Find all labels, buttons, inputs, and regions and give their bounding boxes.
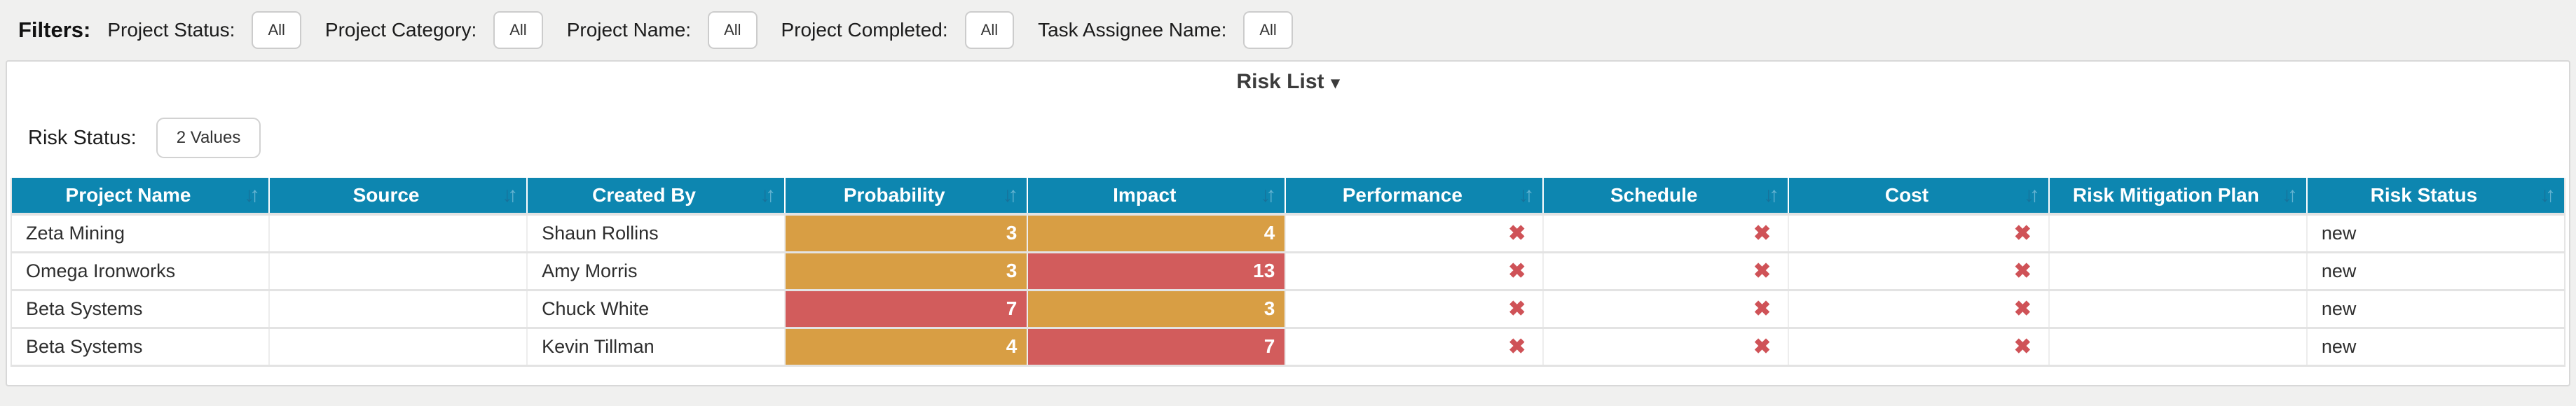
risk-status-filter-button[interactable]: 2 Values xyxy=(156,118,261,158)
cost-x-icon: ✖ xyxy=(1788,290,2050,329)
sort-icon: ↓↑ xyxy=(244,183,260,206)
filter-bar: Filters: Project Status: All Project Cat… xyxy=(0,0,2576,60)
cell-source xyxy=(269,290,528,329)
filter-group-project-status: Project Status: All xyxy=(107,11,301,49)
cell-source xyxy=(269,328,528,367)
performance-x-icon: ✖ xyxy=(1285,214,1544,253)
cell-risk-mitigation-plan xyxy=(2048,328,2308,367)
col-header-risk-status[interactable]: Risk Status ↓↑ xyxy=(2306,178,2565,216)
filter-group-project-completed: Project Completed: All xyxy=(781,11,1015,49)
project-status-filter-button[interactable]: All xyxy=(252,11,301,49)
project-category-filter-button[interactable]: All xyxy=(493,11,543,49)
cell-probability: 3 xyxy=(785,214,1029,253)
chevron-down-icon: ▾ xyxy=(1331,74,1340,92)
col-header-created-by[interactable]: Created By ↓↑ xyxy=(527,178,786,216)
project-name-label: Project Name: xyxy=(566,19,692,41)
sort-icon: ↓↑ xyxy=(1763,183,1779,206)
project-name-filter-button[interactable]: All xyxy=(708,11,758,49)
filter-group-project-category: Project Category: All xyxy=(325,11,543,49)
cell-created-by: Amy Morris xyxy=(527,252,786,291)
schedule-x-icon: ✖ xyxy=(1543,214,1790,253)
cell-risk-status: new xyxy=(2306,252,2565,291)
col-header-schedule[interactable]: Schedule ↓↑ xyxy=(1543,178,1790,216)
risk-list-dropdown[interactable]: Risk List ▾ xyxy=(7,70,2569,94)
cell-risk-mitigation-plan xyxy=(2048,214,2308,253)
project-completed-filter-button[interactable]: All xyxy=(964,11,1015,49)
table-row: Omega Ironworks Amy Morris 3 13 ✖ ✖ ✖ ne… xyxy=(11,252,2565,291)
col-header-probability[interactable]: Probability ↓↑ xyxy=(785,178,1029,216)
sort-icon: ↓↑ xyxy=(502,183,518,206)
filter-group-project-name: Project Name: All xyxy=(567,11,758,49)
project-category-label: Project Category: xyxy=(324,19,477,41)
filter-group-task-assignee-name: Task Assignee Name: All xyxy=(1038,11,1293,49)
col-header-risk-mitigation-plan[interactable]: Risk Mitigation Plan ↓↑ xyxy=(2048,178,2308,216)
risk-status-row: Risk Status: 2 Values xyxy=(28,118,2569,158)
table-row: Beta Systems Chuck White 7 3 ✖ ✖ ✖ new xyxy=(11,290,2565,329)
header-row: Project Name ↓↑ Source ↓↑ Created By ↓↑ … xyxy=(11,178,2565,216)
page-title: Risk List xyxy=(1236,70,1324,93)
performance-x-icon: ✖ xyxy=(1285,252,1544,291)
cell-created-by: Shaun Rollins xyxy=(527,214,786,253)
cell-project-name: Beta Systems xyxy=(11,328,270,367)
project-status-label: Project Status: xyxy=(107,19,235,41)
risk-list-panel: Risk List ▾ Risk Status: 2 Values Project… xyxy=(6,60,2570,386)
cell-project-name: Beta Systems xyxy=(11,290,270,329)
schedule-x-icon: ✖ xyxy=(1543,328,1790,367)
performance-x-icon: ✖ xyxy=(1285,290,1544,329)
task-assignee-name-filter-button[interactable]: All xyxy=(1243,11,1293,49)
schedule-x-icon: ✖ xyxy=(1543,252,1790,291)
risk-status-label: Risk Status: xyxy=(28,126,137,149)
risk-table: Project Name ↓↑ Source ↓↑ Created By ↓↑ … xyxy=(11,178,2565,367)
performance-x-icon: ✖ xyxy=(1285,328,1544,367)
sort-icon: ↓↑ xyxy=(2023,183,2040,206)
cell-risk-status: new xyxy=(2306,328,2565,367)
sort-icon: ↓↑ xyxy=(1260,183,1276,206)
col-header-cost[interactable]: Cost ↓↑ xyxy=(1788,178,2050,216)
cell-risk-mitigation-plan xyxy=(2048,252,2308,291)
cost-x-icon: ✖ xyxy=(1788,328,2050,367)
cell-probability: 4 xyxy=(785,328,1029,367)
cost-x-icon: ✖ xyxy=(1788,252,2050,291)
cell-impact: 3 xyxy=(1027,290,1287,329)
cell-risk-status: new xyxy=(2306,214,2565,253)
col-header-source[interactable]: Source ↓↑ xyxy=(269,178,528,216)
cell-impact: 4 xyxy=(1027,214,1287,253)
cell-created-by: Kevin Tillman xyxy=(527,328,786,367)
col-header-performance[interactable]: Performance ↓↑ xyxy=(1285,178,1544,216)
table-row: Zeta Mining Shaun Rollins 3 4 ✖ ✖ ✖ new xyxy=(11,214,2565,253)
cell-probability: 7 xyxy=(785,290,1029,329)
sort-icon: ↓↑ xyxy=(760,183,776,206)
sort-icon: ↓↑ xyxy=(2540,183,2556,206)
cell-project-name: Zeta Mining xyxy=(11,214,270,253)
cell-impact: 13 xyxy=(1027,252,1287,291)
task-assignee-name-label: Task Assignee Name: xyxy=(1038,19,1227,41)
cost-x-icon: ✖ xyxy=(1788,214,2050,253)
col-header-impact[interactable]: Impact ↓↑ xyxy=(1027,178,1287,216)
table-row: Beta Systems Kevin Tillman 4 7 ✖ ✖ ✖ new xyxy=(11,328,2565,367)
cell-project-name: Omega Ironworks xyxy=(11,252,270,291)
sort-icon: ↓↑ xyxy=(2281,183,2298,206)
cell-created-by: Chuck White xyxy=(527,290,786,329)
cell-risk-status: new xyxy=(2306,290,2565,329)
filters-title: Filters: xyxy=(18,18,91,42)
cell-probability: 3 xyxy=(785,252,1029,291)
cell-source xyxy=(269,214,528,253)
cell-risk-mitigation-plan xyxy=(2048,290,2308,329)
cell-impact: 7 xyxy=(1027,328,1287,367)
cell-source xyxy=(269,252,528,291)
sort-icon: ↓↑ xyxy=(1518,183,1534,206)
sort-icon: ↓↑ xyxy=(1002,183,1018,206)
schedule-x-icon: ✖ xyxy=(1543,290,1790,329)
col-header-project-name[interactable]: Project Name ↓↑ xyxy=(11,178,270,216)
project-completed-label: Project Completed: xyxy=(781,19,948,41)
